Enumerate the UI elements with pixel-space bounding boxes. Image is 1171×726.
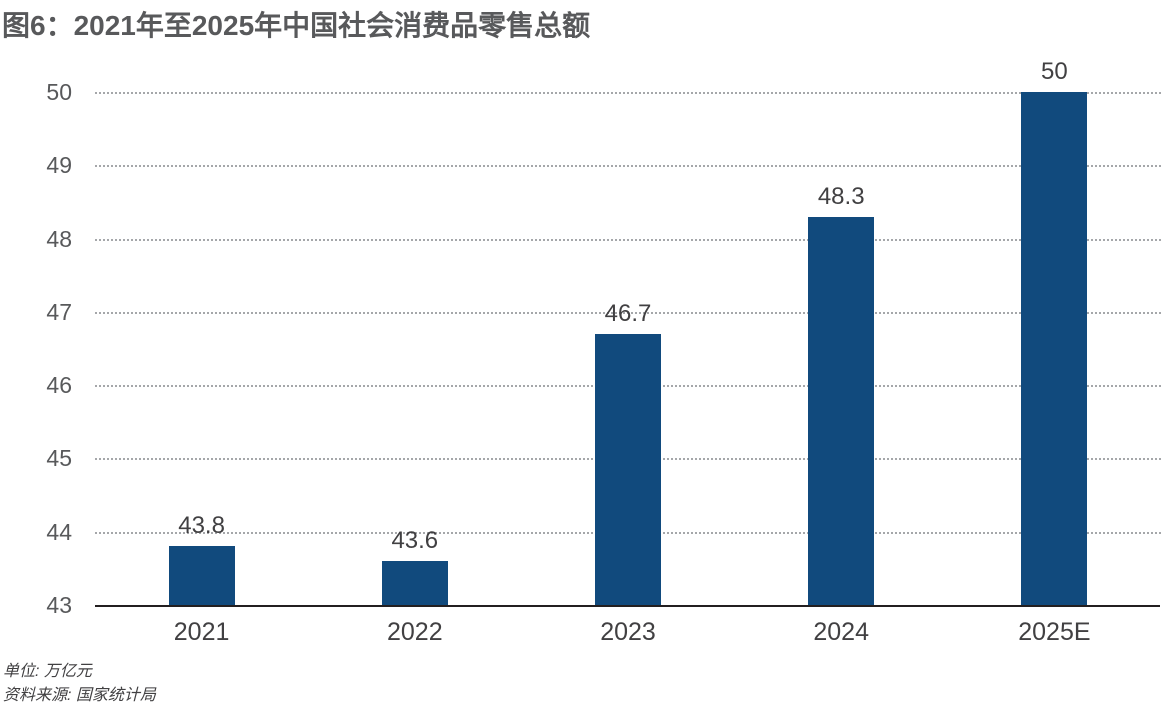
x-axis-line [95, 605, 1160, 607]
bar-value-label: 48.3 [817, 182, 865, 210]
y-axis-tick-label: 50 [46, 79, 72, 105]
bar-value-label: 43.6 [391, 527, 439, 555]
y-axis-tick-label: 48 [46, 225, 72, 252]
x-axis-tick-label: 2023 [600, 618, 656, 646]
bar-2023 [595, 333, 661, 605]
bar-value-label: 46.7 [604, 299, 652, 327]
y-axis-tick-label: 43 [46, 592, 72, 618]
x-axis-tick-label: 2022 [386, 618, 443, 646]
x-axis-tick-label: 2021 [173, 618, 230, 646]
unit-note: 单位: 万亿元 [3, 663, 92, 680]
y-axis-tick-label: 44 [46, 518, 72, 545]
chart-title: 图6：2021年至2025年中国社会消费品零售总额 [2, 10, 591, 41]
gridline [95, 311, 1161, 314]
bar-value-label: 43.8 [178, 512, 225, 540]
bar-2025E [1021, 92, 1088, 605]
x-axis-tick-label: 2025E [1018, 618, 1091, 646]
y-axis-tick-label: 46 [46, 372, 72, 399]
bar-2024 [808, 216, 875, 605]
y-axis-tick-label: 45 [46, 445, 72, 472]
bar-2022 [381, 561, 448, 605]
chart-footer: 单位: 万亿元 资料来源: 国家统计局 [3, 660, 156, 708]
bar-2021 [168, 546, 235, 605]
x-axis-tick-label: 2024 [813, 618, 869, 646]
source-note: 资料来源: 国家统计局 [3, 687, 156, 704]
y-axis-tick-label: 47 [46, 298, 72, 325]
gridline [95, 238, 1161, 241]
bar-value-label: 50 [1041, 58, 1068, 85]
gridline [95, 165, 1161, 168]
gridline [95, 92, 1161, 94]
y-axis-tick-label: 49 [46, 152, 72, 179]
